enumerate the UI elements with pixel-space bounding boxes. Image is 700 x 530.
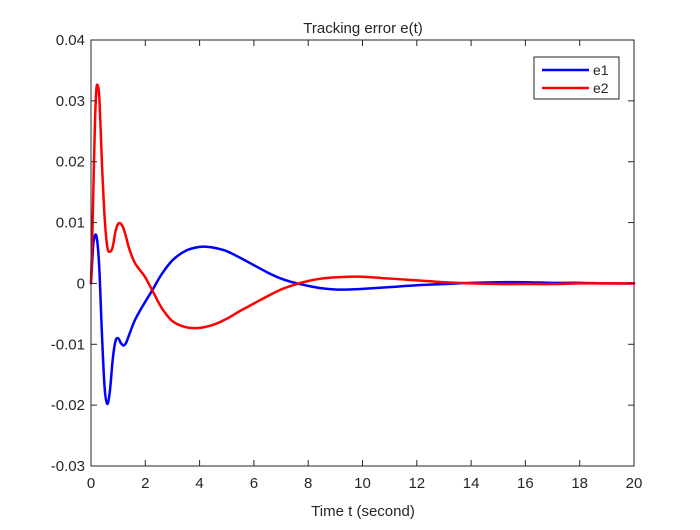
- y-tick-label: 0.01: [56, 215, 85, 232]
- y-tick-label: 0.02: [56, 154, 85, 171]
- x-tick-label: 20: [626, 475, 643, 492]
- y-tick-label: 0: [77, 275, 85, 292]
- y-tick-label: 0.03: [56, 93, 85, 110]
- ticks-layer: 0 2 4 6 8 10 12 14 16 18 20 -0.03 -0.02 -0.01 0 0.01 0.0…: [51, 32, 643, 492]
- x-tick-label: 4: [195, 475, 203, 492]
- x-tick-label: 0: [87, 475, 95, 492]
- legend-label-e1: e1: [593, 62, 609, 78]
- series-line-e1: [89, 233, 636, 406]
- series-line-e2: [89, 83, 636, 330]
- x-tick-label: 2: [141, 475, 149, 492]
- legend-box: [533, 56, 620, 100]
- series-layer: [89, 83, 636, 406]
- x-tick-label: 14: [463, 475, 480, 492]
- x-tick-label: 6: [250, 475, 258, 492]
- x-tick-label: 10: [354, 475, 371, 492]
- y-tick-label: -0.01: [51, 336, 85, 353]
- chart-title: Tracking error e(t): [303, 20, 422, 37]
- y-tick-label: -0.02: [51, 397, 85, 414]
- y-tick-label: -0.03: [51, 458, 85, 475]
- x-tick-label: 8: [304, 475, 312, 492]
- x-axis-label: Time t (second): [311, 503, 415, 520]
- x-tick-label: 16: [517, 475, 534, 492]
- plot-area: [91, 40, 634, 466]
- plot-frame: [90, 39, 635, 467]
- y-tick-label: 0.04: [56, 32, 85, 49]
- x-tick-label: 18: [571, 475, 588, 492]
- legend-label-e2: e2: [593, 80, 609, 96]
- x-tick-label: 12: [408, 475, 425, 492]
